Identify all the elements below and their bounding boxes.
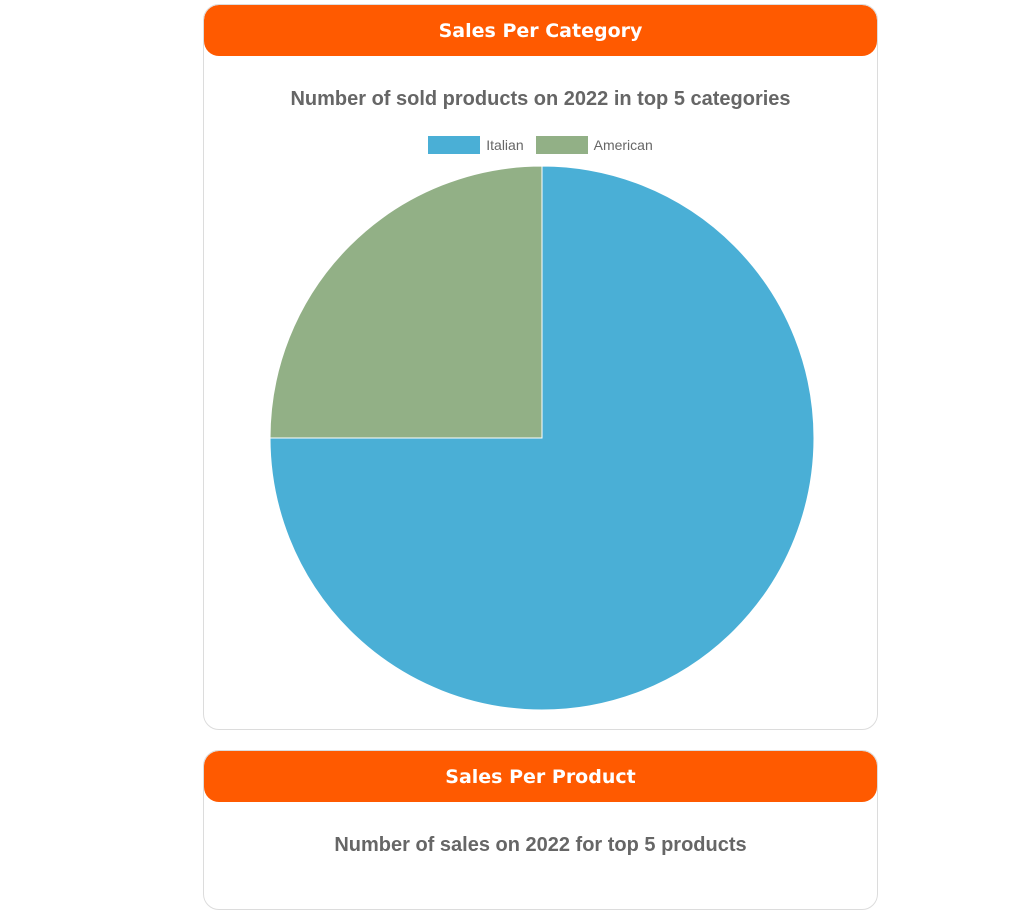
chart-title: Number of sold products on 2022 in top 5… xyxy=(290,88,791,110)
legend-swatch-american xyxy=(535,136,588,154)
chart-title: Number of sales on 2022 for top 5 produc… xyxy=(334,834,747,856)
pie-slice-american[interactable] xyxy=(269,165,543,439)
sales-per-category-card: Sales Per Category Number of sold produc… xyxy=(203,4,878,730)
sales-per-product-card: Sales Per Product Number of sales on 202… xyxy=(203,750,878,910)
pie-chart xyxy=(269,165,815,711)
legend-item-italian[interactable]: Italian xyxy=(428,136,524,154)
chart-legend: Italian American xyxy=(204,136,877,154)
legend-label-italian: Italian xyxy=(486,137,524,153)
legend-item-american[interactable]: American xyxy=(535,136,653,154)
card-header: Sales Per Product xyxy=(204,751,877,802)
pie-slice-italian[interactable] xyxy=(269,165,815,711)
card-header: Sales Per Category xyxy=(204,5,877,56)
legend-swatch-italian xyxy=(428,136,481,154)
legend-label-american: American xyxy=(593,137,653,153)
